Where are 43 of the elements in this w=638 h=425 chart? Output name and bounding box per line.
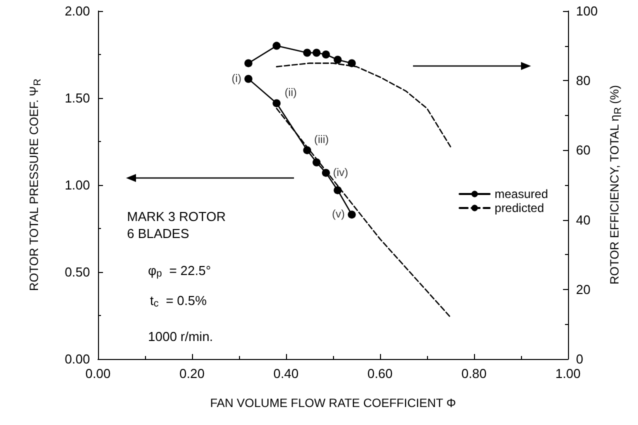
y2-tick-label: 80 [576, 73, 590, 88]
annotation: (iv) [332, 166, 348, 179]
y-tick-label: 1.50 [64, 90, 90, 106]
legend-label: predicted [494, 201, 544, 215]
point [272, 42, 281, 50]
x-tick-label: 0.60 [367, 366, 393, 381]
annotation: 1000 r/min. [148, 329, 214, 344]
point [312, 48, 321, 57]
annotation: (i) [232, 72, 242, 85]
point [244, 59, 252, 68]
point [244, 74, 252, 83]
y-tick-label: 2.00 [64, 4, 90, 18]
point [303, 48, 312, 57]
point [322, 50, 330, 58]
point [312, 158, 321, 166]
point [272, 99, 281, 108]
x-tick-label: 0.20 [179, 366, 205, 381]
point [348, 210, 356, 219]
y2-tick-label: 20 [576, 282, 590, 297]
x-tick-label: 1.00 [555, 366, 581, 381]
y2-axis-title: ROTOR EFFICIENCY, TOTAL ηR (%) [608, 85, 624, 285]
y-axis-title: ROTOR TOTAL PRESSURE COEF. ΨR [27, 78, 44, 291]
y2-tick-label: 0 [576, 352, 584, 366]
point [348, 59, 356, 68]
y2-tick-label: 100 [576, 4, 598, 18]
y-tick-label: 0.00 [64, 352, 90, 366]
point [303, 146, 312, 154]
annotation: (ii) [284, 87, 297, 100]
annotation: MARK 3 ROTOR 6 BLADES [127, 209, 226, 241]
y-tick-label: 1.00 [64, 178, 90, 192]
point [334, 186, 342, 194]
annotation: (iii) [314, 134, 329, 146]
y2-tick-label: 40 [576, 212, 590, 228]
x-tick-label: 0.40 [273, 366, 299, 381]
annotation: (v) [332, 208, 345, 221]
point [322, 168, 330, 177]
point [334, 56, 342, 64]
x-tick-label: 0.00 [85, 366, 111, 381]
x-tick-label: 0.80 [461, 366, 487, 381]
y2-tick-label: 60 [576, 142, 590, 158]
x-axis-title: FAN VOLUME FLOW RATE COEFFICIENT Φ [210, 396, 456, 410]
y-tick-label: 0.50 [64, 264, 90, 280]
legend-label: measured [494, 187, 548, 201]
